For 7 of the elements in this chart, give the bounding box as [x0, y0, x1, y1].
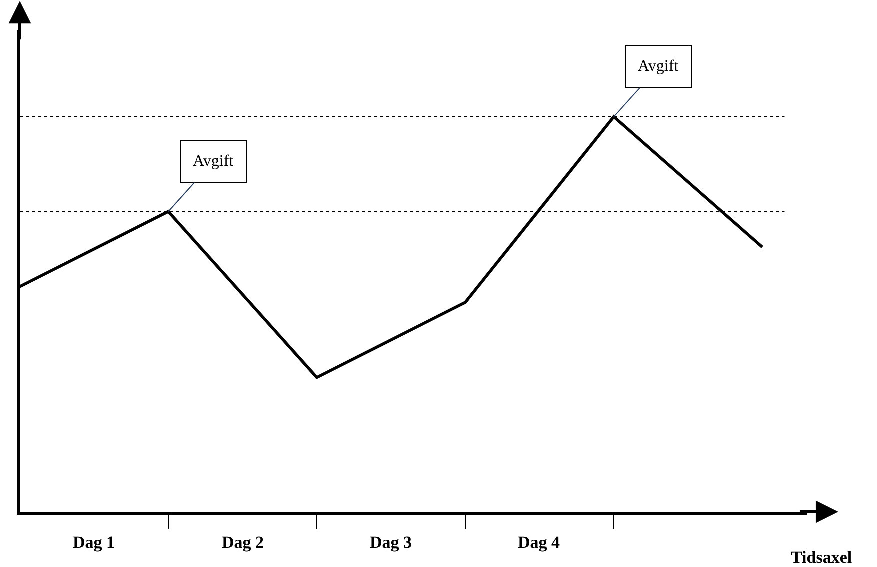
x-axis-title: Tidsaxel	[791, 548, 852, 567]
text: Dag 1	[73, 533, 116, 552]
text: Dag 2	[222, 533, 264, 552]
text: Dag 3	[370, 533, 412, 552]
text: Dag 4	[518, 533, 561, 552]
annotation: Avgift	[193, 153, 234, 170]
annotation: Avgift	[638, 58, 680, 75]
